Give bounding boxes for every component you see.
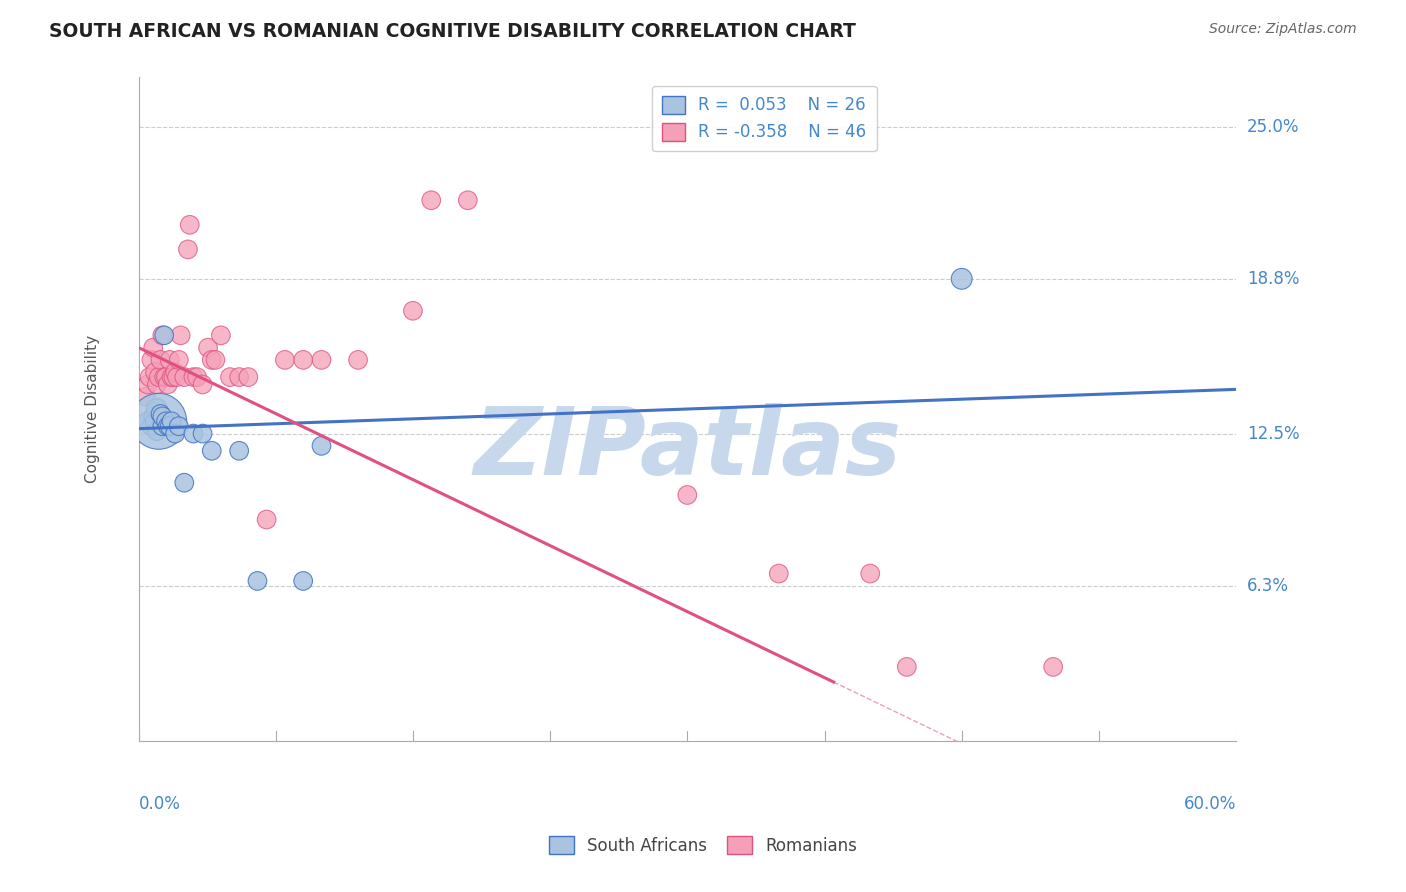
Point [167, 352, 190, 367]
Legend: South Africans, Romanians: South Africans, Romanians [543, 830, 863, 862]
Point [155, 414, 177, 428]
Point [204, 352, 226, 367]
Point [950, 272, 973, 286]
Point [457, 193, 479, 207]
Text: 0.0%: 0.0% [139, 795, 180, 813]
Text: 25.0%: 25.0% [1247, 118, 1299, 136]
Point [143, 414, 166, 428]
Point [311, 439, 333, 453]
Point [143, 365, 166, 379]
Point [142, 409, 165, 424]
Point [197, 341, 219, 355]
Point [142, 341, 165, 355]
Point [238, 370, 260, 384]
Point [676, 488, 699, 502]
Point [169, 328, 191, 343]
Point [166, 370, 188, 384]
Point [228, 443, 250, 458]
Point [150, 328, 173, 343]
Point [167, 419, 190, 434]
Point [165, 365, 187, 379]
Point [146, 402, 169, 417]
Point [256, 512, 278, 526]
Point [183, 370, 205, 384]
Point [768, 566, 790, 581]
Point [150, 409, 173, 424]
Point [149, 407, 172, 421]
Text: Source: ZipAtlas.com: Source: ZipAtlas.com [1209, 22, 1357, 37]
Point [160, 414, 183, 428]
Point [159, 352, 181, 367]
Point [177, 243, 200, 257]
Legend: R =  0.053    N = 26, R = -0.358    N = 46: R = 0.053 N = 26, R = -0.358 N = 46 [652, 86, 876, 152]
Point [150, 419, 173, 434]
Point [311, 352, 333, 367]
Point [138, 370, 160, 384]
Point [292, 574, 315, 588]
Point [186, 370, 208, 384]
Point [179, 218, 201, 232]
Point [141, 419, 163, 434]
Point [153, 328, 176, 343]
Point [402, 303, 425, 318]
Text: Cognitive Disability: Cognitive Disability [84, 335, 100, 483]
Point [149, 352, 172, 367]
Point [201, 352, 224, 367]
Point [228, 370, 250, 384]
Text: ZIPatlas: ZIPatlas [474, 403, 901, 495]
Text: 18.8%: 18.8% [1247, 270, 1299, 288]
Point [156, 419, 179, 434]
Point [1042, 660, 1064, 674]
Point [162, 370, 184, 384]
Point [246, 574, 269, 588]
Point [209, 328, 232, 343]
Point [141, 352, 163, 367]
Point [859, 566, 882, 581]
Point [136, 414, 159, 428]
Point [148, 414, 170, 428]
Text: 60.0%: 60.0% [1184, 795, 1236, 813]
Text: 12.5%: 12.5% [1247, 425, 1299, 442]
Text: 6.3%: 6.3% [1247, 577, 1289, 595]
Point [173, 370, 195, 384]
Point [420, 193, 443, 207]
Point [292, 352, 315, 367]
Point [165, 426, 187, 441]
Point [136, 377, 159, 392]
Point [160, 370, 183, 384]
Text: SOUTH AFRICAN VS ROMANIAN COGNITIVE DISABILITY CORRELATION CHART: SOUTH AFRICAN VS ROMANIAN COGNITIVE DISA… [49, 22, 856, 41]
Point [135, 390, 157, 404]
Point [219, 370, 242, 384]
Point [274, 352, 297, 367]
Point [191, 377, 214, 392]
Point [156, 377, 179, 392]
Point [148, 370, 170, 384]
Point [153, 370, 176, 384]
Point [155, 370, 177, 384]
Point [159, 419, 181, 434]
Point [201, 443, 224, 458]
Point [146, 377, 169, 392]
Point [347, 352, 370, 367]
Point [896, 660, 918, 674]
Point [173, 475, 195, 490]
Point [183, 426, 205, 441]
Point [146, 424, 169, 438]
Point [191, 426, 214, 441]
